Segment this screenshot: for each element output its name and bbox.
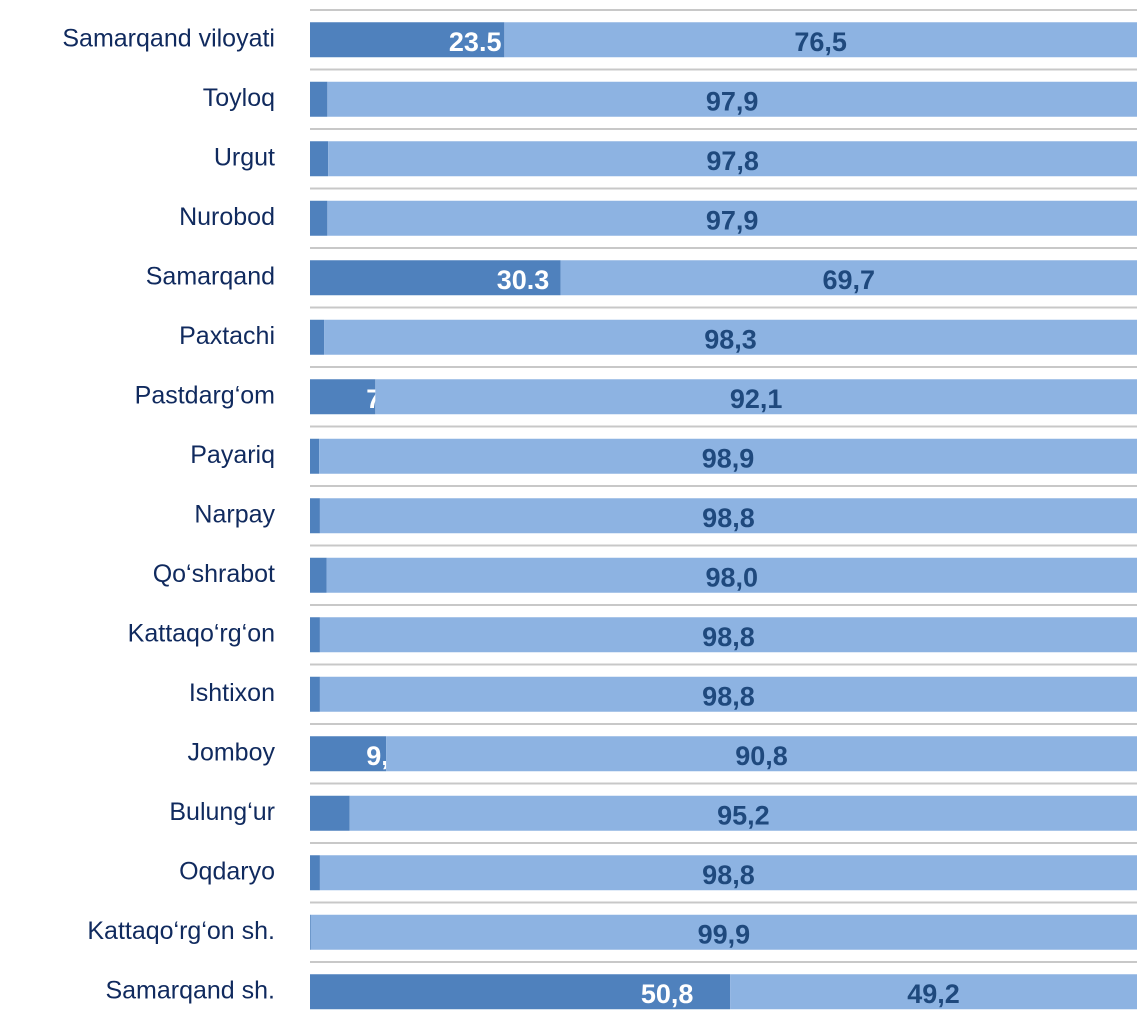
bar-segment	[310, 498, 320, 534]
bar-segment	[328, 141, 1137, 177]
bar-segment	[386, 736, 1137, 772]
bar-segment	[310, 81, 328, 117]
data-label: 98,8	[702, 622, 755, 652]
bar-segment	[375, 379, 1137, 415]
bar-segment	[310, 676, 320, 712]
data-label: 98,0	[705, 562, 758, 592]
bar-segment	[319, 498, 1137, 534]
bar-segment	[504, 22, 1137, 58]
bar-segment	[310, 379, 376, 415]
bar-segment	[327, 81, 1137, 117]
bar-segment	[310, 795, 350, 831]
category-label: Narpay	[194, 500, 275, 528]
bar-segment	[310, 557, 327, 593]
bar-segment	[310, 974, 731, 1010]
category-label: Pastdarg‘om	[135, 381, 275, 409]
data-label: 92,1	[730, 384, 783, 414]
bar-segment	[310, 319, 325, 355]
bar-segment	[730, 974, 1137, 1010]
bar-segment	[349, 795, 1137, 831]
data-label: 97,9	[706, 205, 759, 235]
category-label: Samarqand sh.	[105, 976, 275, 1004]
bar-segment	[319, 438, 1137, 474]
bar-segment	[560, 260, 1137, 296]
bar-segment	[310, 260, 561, 296]
data-label: 97,9	[706, 86, 759, 116]
bar-segment	[310, 22, 505, 58]
category-label: Payariq	[190, 441, 275, 469]
bar-segment	[310, 855, 320, 891]
category-label: Paxtachi	[179, 322, 275, 350]
data-label: 99,9	[698, 919, 751, 949]
bar-segment	[319, 855, 1137, 891]
bar-segment	[324, 319, 1137, 355]
data-label: 69,7	[823, 265, 876, 295]
bar-segment	[310, 914, 1137, 950]
data-label: 76,5	[794, 27, 847, 57]
bar-segment	[326, 557, 1137, 593]
data-label: 98,8	[702, 681, 755, 711]
data-label: 23.5	[449, 27, 502, 57]
category-label: Samarqand viloyati	[62, 24, 275, 52]
category-label: Samarqand	[146, 262, 275, 290]
bar-segment	[310, 736, 387, 772]
data-label: 90,8	[735, 741, 788, 771]
data-label: 49,2	[907, 979, 960, 1009]
bar-segment	[310, 617, 320, 653]
category-label: Toyloq	[203, 84, 275, 112]
bar-segment	[310, 438, 320, 474]
category-label: Qo‘shrabot	[153, 560, 275, 588]
category-label: Kattaqo‘rg‘on sh.	[87, 917, 275, 945]
category-label: Ishtixon	[189, 679, 275, 707]
data-label: 30.3	[497, 265, 550, 295]
category-label: Nurobod	[179, 203, 275, 231]
category-label: Urgut	[214, 143, 275, 171]
data-label: 98,9	[702, 443, 755, 473]
category-label: Jomboy	[187, 738, 275, 766]
bar-segment	[319, 617, 1137, 653]
category-label: Oqdaryo	[179, 857, 275, 885]
data-label: 95,2	[717, 800, 770, 830]
data-label: 98,8	[702, 503, 755, 533]
data-label: 98,3	[704, 324, 757, 354]
category-label: Kattaqo‘rg‘on	[128, 619, 275, 647]
bar-segment	[310, 914, 311, 950]
data-label: 50,8	[641, 979, 694, 1009]
data-label: 97,8	[706, 146, 759, 176]
bar-segment	[310, 200, 328, 236]
bar-segment	[310, 141, 329, 177]
data-label: 98,8	[702, 860, 755, 890]
category-label: Bulung‘ur	[169, 798, 275, 826]
bar-segment	[327, 200, 1137, 236]
bar-segment	[319, 676, 1137, 712]
